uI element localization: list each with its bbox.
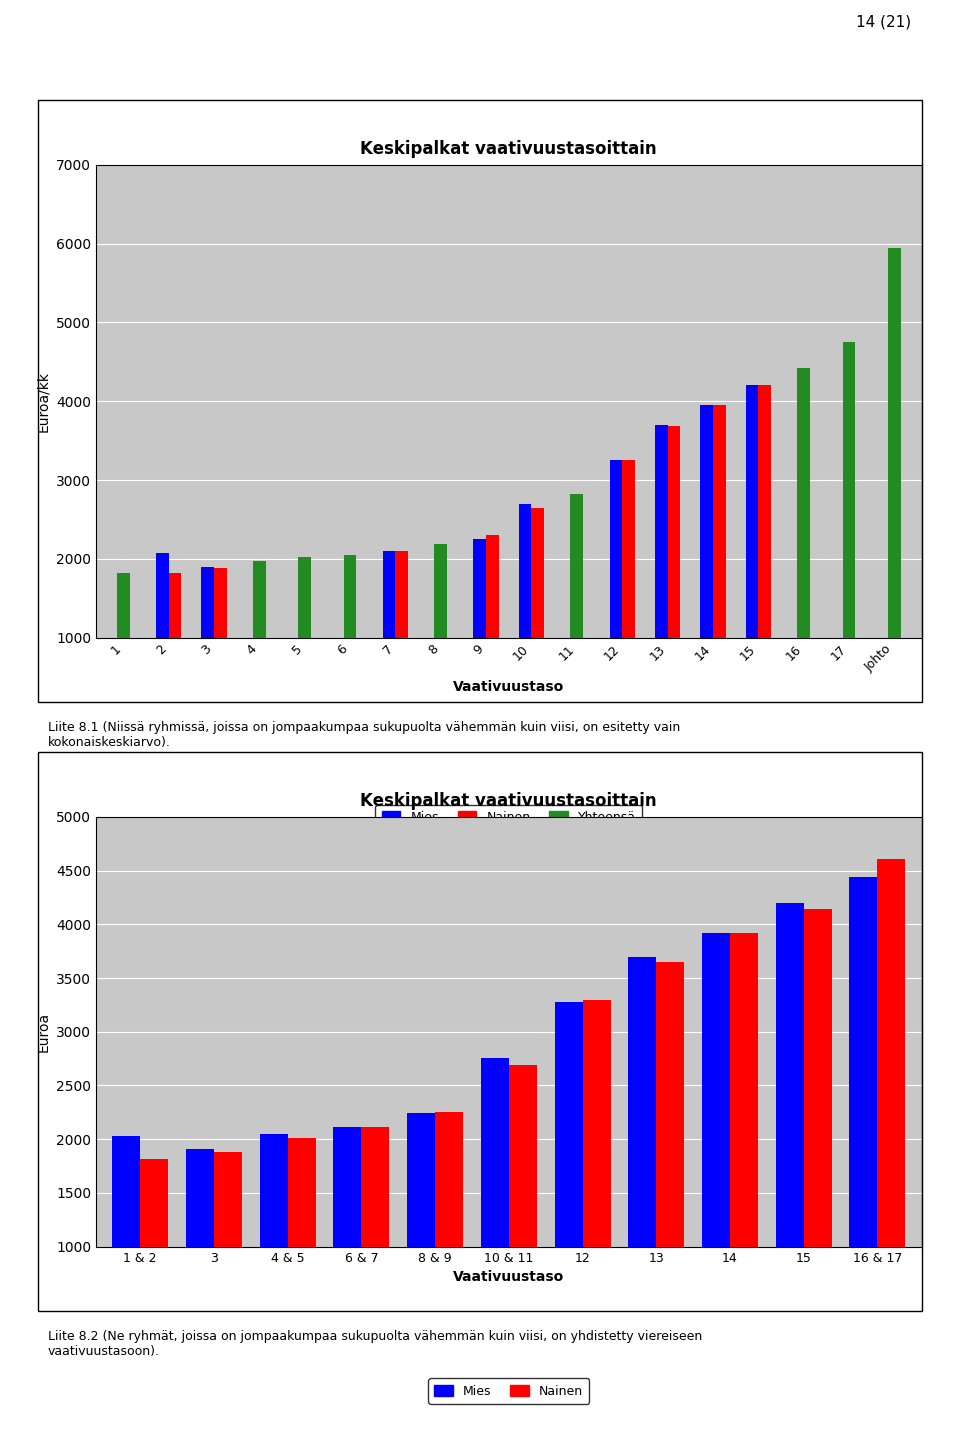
Y-axis label: Euroa/kk: Euroa/kk (36, 371, 51, 431)
Bar (156, 553, 169, 638)
X-axis label: Vaativuustaso: Vaativuustaso (453, 1270, 564, 1284)
Bar (843, 342, 855, 638)
Bar (702, 933, 730, 1247)
Bar (628, 957, 657, 1247)
Legend: Mies, Nainen: Mies, Nainen (428, 1379, 589, 1404)
Bar (610, 460, 622, 638)
Bar (333, 1128, 361, 1247)
Bar (140, 1158, 168, 1247)
Bar (804, 910, 831, 1247)
Bar (746, 385, 758, 638)
Bar (361, 1128, 390, 1247)
Bar (435, 1112, 463, 1247)
Bar (259, 1134, 288, 1247)
Legend: Mies, Nainen, Yhteensä: Mies, Nainen, Yhteensä (375, 804, 642, 830)
Text: Liite 8.1 (Niissä ryhmissä, joissa on jompaakumpaa sukupuolta vähemmän kuin viis: Liite 8.1 (Niissä ryhmissä, joissa on jo… (48, 721, 681, 749)
Bar (486, 536, 499, 638)
Bar (407, 1113, 435, 1247)
Bar (888, 248, 900, 638)
Bar (758, 385, 771, 638)
Bar (877, 858, 905, 1247)
Bar (383, 550, 396, 638)
Bar (570, 494, 583, 638)
Bar (518, 504, 532, 638)
Bar (730, 933, 758, 1247)
Bar (481, 1058, 509, 1247)
Bar (169, 573, 181, 638)
X-axis label: Vaativuustaso: Vaativuustaso (453, 679, 564, 694)
Bar (700, 406, 713, 638)
Bar (532, 507, 544, 638)
Text: Liite 8.2 (Ne ryhmät, joissa on jompaakumpaa sukupuolta vähemmän kuin viisi, on : Liite 8.2 (Ne ryhmät, joissa on jompaaku… (48, 1330, 703, 1358)
Bar (667, 427, 681, 638)
Bar (186, 1149, 214, 1247)
Bar (252, 562, 266, 638)
Text: 14 (21): 14 (21) (855, 14, 911, 29)
Bar (117, 573, 130, 638)
Bar (583, 1000, 611, 1247)
Bar (713, 406, 726, 638)
Bar (776, 903, 804, 1247)
Bar (798, 368, 810, 638)
Bar (299, 557, 311, 638)
Bar (657, 962, 684, 1247)
Bar (850, 877, 877, 1247)
Bar (473, 539, 486, 638)
Bar (555, 1002, 583, 1247)
Bar (202, 566, 214, 638)
Title: Keskipalkat vaativuustasoittain: Keskipalkat vaativuustasoittain (361, 139, 657, 158)
Title: Keskipalkat vaativuustasoittain: Keskipalkat vaativuustasoittain (361, 791, 657, 810)
Bar (344, 555, 356, 638)
Bar (112, 1136, 140, 1247)
Bar (655, 426, 667, 638)
Bar (435, 545, 447, 638)
Bar (509, 1065, 537, 1247)
Bar (622, 460, 635, 638)
Bar (288, 1138, 316, 1247)
Bar (396, 550, 408, 638)
Bar (214, 1152, 242, 1247)
Bar (214, 569, 227, 638)
Y-axis label: Euroa: Euroa (36, 1012, 51, 1052)
